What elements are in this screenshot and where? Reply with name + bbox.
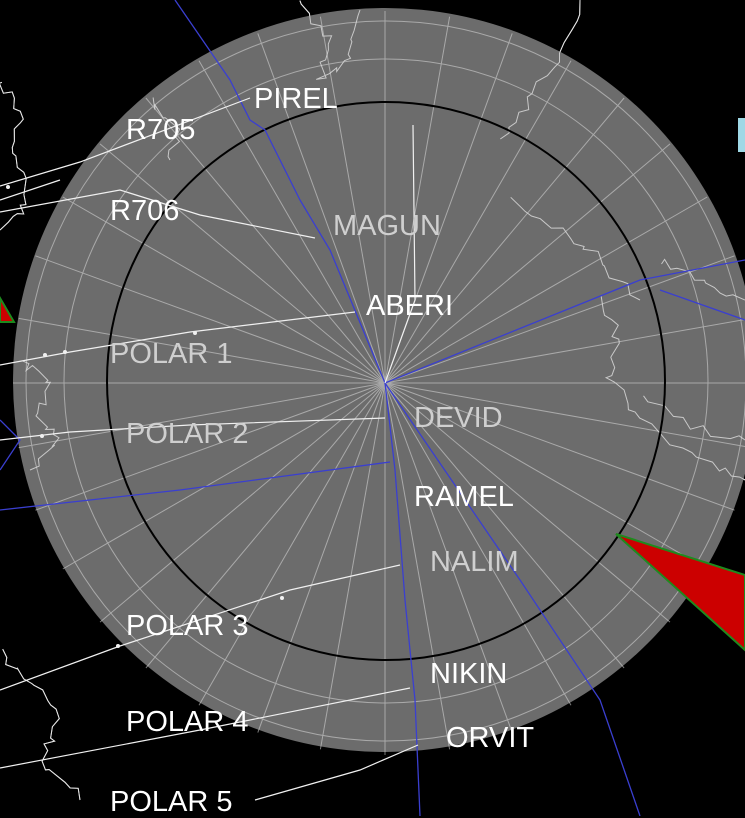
route-fix-dot	[63, 350, 67, 354]
route-fix-dot	[40, 434, 44, 438]
waypoint-label-aberi[interactable]: ABERI	[366, 292, 453, 321]
waypoint-label-polar2[interactable]: POLAR 2	[126, 420, 249, 449]
route-fix-dot	[280, 596, 284, 600]
waypoint-label-ramel[interactable]: RAMEL	[414, 483, 514, 512]
waypoint-label-nikin[interactable]: NIKIN	[430, 660, 507, 689]
coastline	[3, 649, 80, 800]
waypoint-label-devid[interactable]: DEVID	[414, 404, 503, 433]
waypoint-label-r705[interactable]: R705	[126, 116, 195, 145]
route-line	[255, 745, 418, 800]
waypoint-label-polar1[interactable]: POLAR 1	[110, 340, 233, 369]
coastline	[3, 649, 80, 800]
waypoint-label-pirel[interactable]: PIREL	[254, 85, 338, 114]
waypoint-label-polar4[interactable]: POLAR 4	[126, 708, 249, 737]
traffic-wedge-left[interactable]	[0, 298, 14, 322]
waypoint-label-polar5[interactable]: POLAR 5	[110, 788, 233, 817]
route-fix-dot	[116, 644, 120, 648]
waypoint-label-magun[interactable]: MAGUN	[333, 212, 441, 241]
route-fix-dot	[6, 185, 10, 189]
waypoint-label-r706[interactable]: R706	[110, 197, 179, 226]
route-fix-dot	[43, 353, 47, 357]
waypoint-label-polar3[interactable]: POLAR 3	[126, 612, 249, 641]
waypoint-label-orvit[interactable]: ORVIT	[446, 724, 534, 753]
waypoint-label-nalim[interactable]: NALIM	[430, 548, 519, 577]
side-marker	[738, 118, 745, 152]
route-fix-dot	[193, 331, 197, 335]
